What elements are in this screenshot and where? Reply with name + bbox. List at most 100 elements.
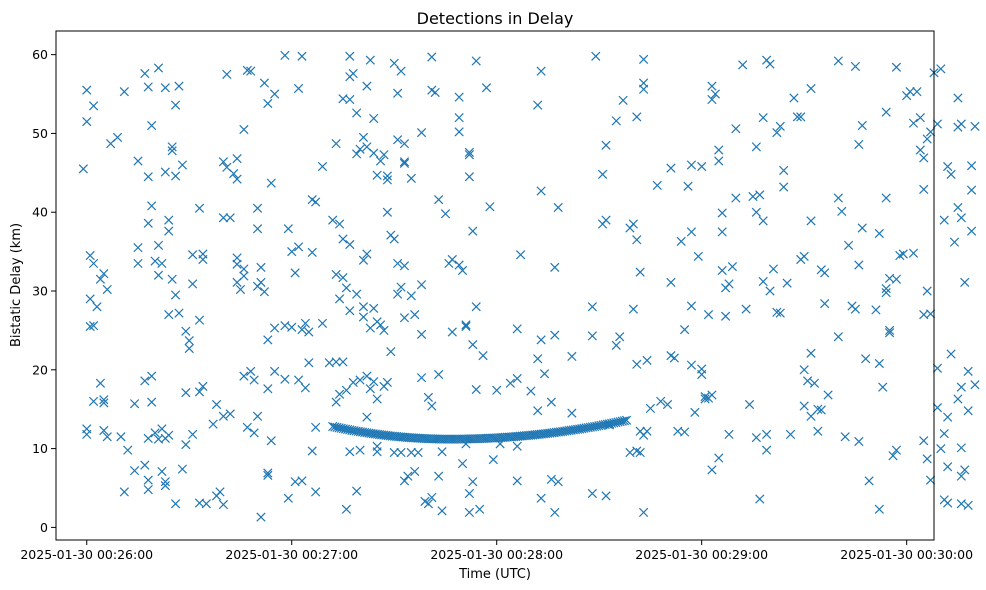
data-point-marker [437, 506, 447, 516]
data-point-marker [536, 186, 546, 196]
data-point-marker [946, 169, 956, 180]
data-point-marker [553, 477, 563, 487]
data-point-marker [369, 303, 379, 313]
data-point-marker [280, 321, 290, 331]
data-point-marker [546, 474, 556, 484]
x-axis-ticks: 2025-01-30 00:26:00 2025-01-30 00:27:00 20… [20, 540, 973, 562]
data-point-marker [263, 384, 273, 394]
data-point-marker [515, 250, 526, 260]
data-point-marker [434, 471, 444, 481]
data-point-marker [461, 320, 471, 330]
data-point-marker [188, 279, 198, 289]
data-point-marker [703, 310, 714, 320]
data-point-marker [956, 119, 966, 129]
data-point-marker [287, 246, 297, 257]
x-tick-label: 2025-01-30 00:30:00 [840, 547, 973, 562]
data-point-marker [625, 223, 635, 233]
data-point-marker [167, 146, 177, 156]
data-point-marker [782, 278, 792, 288]
data-point-marker [806, 216, 816, 226]
data-point-marker [464, 172, 475, 182]
data-point-marker [642, 355, 652, 365]
data-point-marker [300, 383, 311, 393]
data-point-marker [396, 282, 406, 292]
data-point-marker [297, 324, 307, 335]
data-point-marker [170, 290, 181, 300]
data-point-marker [891, 62, 902, 72]
data-point-marker [293, 83, 304, 94]
data-point-marker [85, 294, 95, 304]
data-point-marker [874, 228, 884, 239]
data-point-marker [905, 87, 915, 97]
data-point-marker [512, 324, 522, 334]
data-point-marker [936, 64, 946, 74]
data-point-marker [160, 481, 170, 491]
data-point-marker [953, 93, 963, 103]
data-point-marker [372, 170, 382, 180]
data-point-marker [345, 94, 355, 105]
data-point-marker [789, 93, 799, 103]
data-point-marker [546, 397, 556, 407]
data-point-marker [352, 108, 362, 118]
data-point-marker [666, 277, 676, 287]
data-point-marker [857, 120, 867, 131]
data-point-marker [533, 100, 543, 110]
data-point-marker [99, 395, 109, 405]
data-point-marker [297, 51, 307, 61]
data-point-marker [393, 289, 403, 299]
data-point-marker [683, 181, 693, 191]
x-axis-label: Time (UTC) [458, 567, 531, 582]
data-point-marker [358, 312, 369, 322]
data-point-marker [239, 264, 249, 274]
data-point-marker [201, 499, 211, 509]
data-point-marker [116, 432, 126, 442]
data-point-marker [956, 499, 966, 509]
data-point-marker [345, 51, 355, 61]
data-point-marker [686, 160, 697, 170]
data-point-marker [943, 498, 953, 508]
data-point-marker [656, 396, 666, 406]
chart-title: Detections in Delay [417, 9, 574, 28]
data-point-marker [799, 251, 809, 261]
data-point-marker [700, 394, 710, 404]
data-point-marker [406, 447, 416, 458]
data-point-marker [662, 399, 673, 410]
data-point-marker [854, 139, 864, 150]
data-point-marker [697, 364, 707, 374]
data-point-marker [714, 156, 724, 166]
data-point-marker [328, 215, 338, 225]
data-point-marker [389, 58, 399, 68]
data-point-marker [362, 249, 372, 259]
data-point-marker [99, 398, 109, 408]
data-point-marker [765, 286, 775, 296]
data-point-marker [427, 52, 437, 62]
data-point-marker [287, 322, 297, 332]
data-point-marker [495, 439, 505, 449]
data-point-marker [406, 173, 416, 183]
data-point-marker [307, 446, 317, 456]
data-point-marker [628, 304, 638, 314]
data-point-marker [686, 360, 697, 370]
data-point-marker [365, 384, 375, 394]
data-point-marker [153, 240, 164, 250]
data-point-marker [919, 436, 929, 446]
data-point-marker [615, 332, 625, 342]
data-point-marker [188, 250, 198, 260]
data-point-marker [263, 98, 273, 109]
data-point-marker [416, 280, 427, 290]
data-point-marker [266, 178, 276, 188]
data-point-marker [382, 171, 393, 181]
data-point-marker [304, 327, 314, 337]
data-point-marker [864, 476, 874, 486]
data-point-marker [225, 409, 235, 419]
data-point-marker [464, 488, 475, 499]
data-point-marker [406, 291, 416, 301]
data-point-marker [259, 78, 270, 88]
data-point-marker [317, 318, 328, 328]
data-point-marker [461, 321, 471, 332]
data-point-marker [587, 302, 597, 312]
data-point-marker [331, 269, 341, 280]
